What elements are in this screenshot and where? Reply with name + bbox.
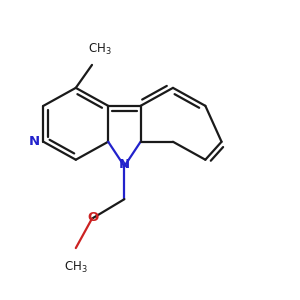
Text: N: N [119,158,130,171]
Text: N: N [29,135,40,148]
Text: O: O [88,211,99,224]
Text: CH$_3$: CH$_3$ [88,42,112,57]
Text: CH$_3$: CH$_3$ [64,260,88,275]
